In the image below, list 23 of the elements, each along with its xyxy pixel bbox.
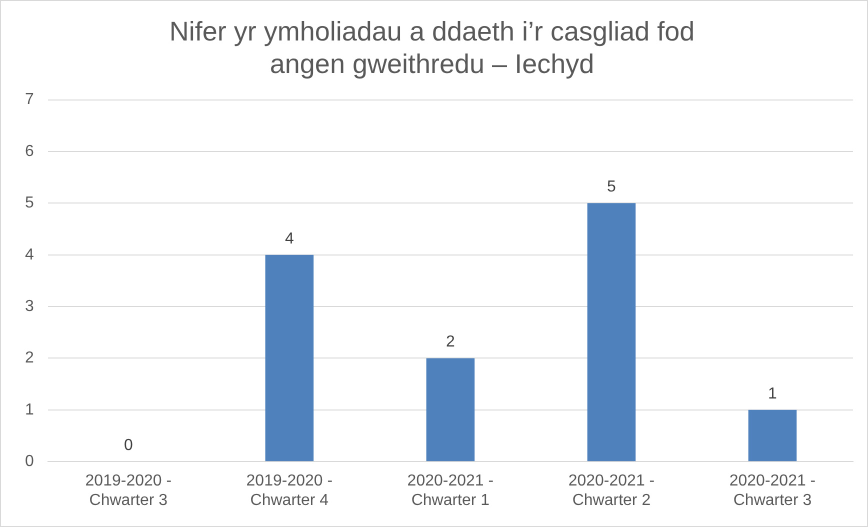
x-tick-label: 2019-2020 - Chwarter 3 (85, 472, 172, 509)
y-tick-label: 4 (24, 246, 34, 264)
x-tick-label: 2020-2021 - Chwarter 3 (729, 472, 816, 509)
data-label: 4 (284, 230, 294, 248)
y-tick-label: 6 (24, 142, 34, 160)
bar (748, 410, 797, 462)
data-label: 5 (607, 178, 616, 196)
y-tick-label: 7 (24, 91, 34, 108)
data-label: 2 (446, 334, 455, 351)
x-tick-label: 2019-2020 - Chwarter 4 (246, 472, 333, 509)
y-tick-label: 0 (24, 453, 34, 470)
bar (587, 203, 636, 462)
x-tick-label: 2020-2021 - Chwarter 1 (407, 472, 494, 509)
y-tick-label: 1 (24, 401, 34, 418)
bar (265, 254, 314, 462)
data-label: 1 (768, 385, 778, 402)
y-tick-label: 5 (24, 194, 34, 212)
chart-title: Nifer yr ymholiadau a ddaeth i’r casgliad fod angen gweithredu – Iechyd (169, 16, 695, 80)
bar (426, 358, 475, 462)
data-label: 0 (124, 437, 133, 454)
y-tick-label: 3 (24, 298, 34, 315)
y-tick-label: 2 (24, 350, 34, 367)
x-tick-label: 2020-2021 - Chwarter 2 (568, 472, 655, 509)
